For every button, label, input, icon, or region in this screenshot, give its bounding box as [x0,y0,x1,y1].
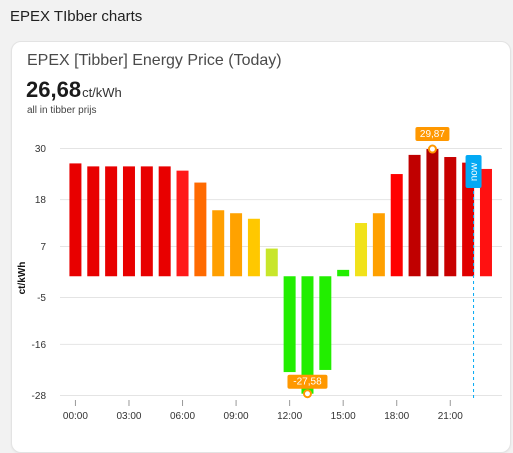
card-title: EPEX [Tibber] Energy Price (Today) [27,52,282,69]
x-tick-label: 18:00 [384,411,409,422]
x-tick-label: 00:00 [63,411,88,422]
y-tick-label: 18 [35,195,47,206]
x-tick-label: 09:00 [224,411,249,422]
max-price-label: 29,87 [420,129,445,140]
price-bar [158,166,171,277]
price-bar-chart: 30 18 7 -5 -16 -28 00:00 03:00 06:00 09:00 12:00 1… [17,127,502,422]
x-tick-label: 21:00 [438,411,463,422]
price-bar [408,154,421,277]
now-badge [465,155,482,188]
price-bar [87,166,100,277]
current-price: 26,68ct/kWh [26,77,122,103]
price-bar [462,162,475,277]
price-bar [122,166,135,277]
y-tick-label: 30 [35,144,47,155]
price-bar [230,213,243,277]
section-title: EPEX TIbber charts [10,8,143,25]
y-axis-label: ct/kWh [17,262,28,295]
min-price-label: -27,58 [293,377,322,388]
max-price-marker [427,144,437,154]
y-axis-ticks: 30 18 7 -5 -16 -28 [32,144,47,402]
x-axis-ticks: 00:00 03:00 06:00 09:00 12:00 15:00 18:00 21:00 [63,400,463,422]
price-bar [479,168,492,277]
price-bar [140,166,153,277]
price-bar [301,276,314,394]
current-price-value: 26,68 [26,77,82,102]
y-tick-label: -5 [37,293,46,304]
price-bar [69,163,82,277]
price-bar [283,276,296,373]
card-subtitle: all in tibber prijs [27,105,97,116]
min-price-badge [287,374,328,389]
x-tick-label: 06:00 [170,411,195,422]
price-bar [265,248,278,277]
price-bar [212,210,225,277]
x-tick-label: 12:00 [277,411,302,422]
current-price-unit: ct/kWh [82,85,122,100]
price-bar [319,276,332,370]
x-tick-label: 03:00 [116,411,141,422]
price-bar [426,149,439,277]
price-bar [176,170,189,277]
price-bar [372,213,385,277]
now-label: now [469,162,480,181]
price-bar [105,166,118,277]
y-tick-label: -16 [32,340,47,351]
max-price-badge [415,127,450,142]
price-bar [247,218,260,277]
x-tick-label: 15:00 [331,411,356,422]
y-tick-label: 7 [40,242,46,253]
price-bar [337,269,350,277]
price-bar [355,223,368,277]
price-bar [444,157,457,277]
y-tick-label: -28 [32,391,47,402]
energy-price-card[interactable]: EPEX [Tibber] Energy Price (Today) 26,68… [11,41,511,453]
chart-annotations: 29,87 -27,58 now [287,127,482,400]
price-bar [194,182,207,277]
price-bar [390,174,403,277]
chart-bars [69,149,492,394]
min-price-marker [302,389,312,399]
